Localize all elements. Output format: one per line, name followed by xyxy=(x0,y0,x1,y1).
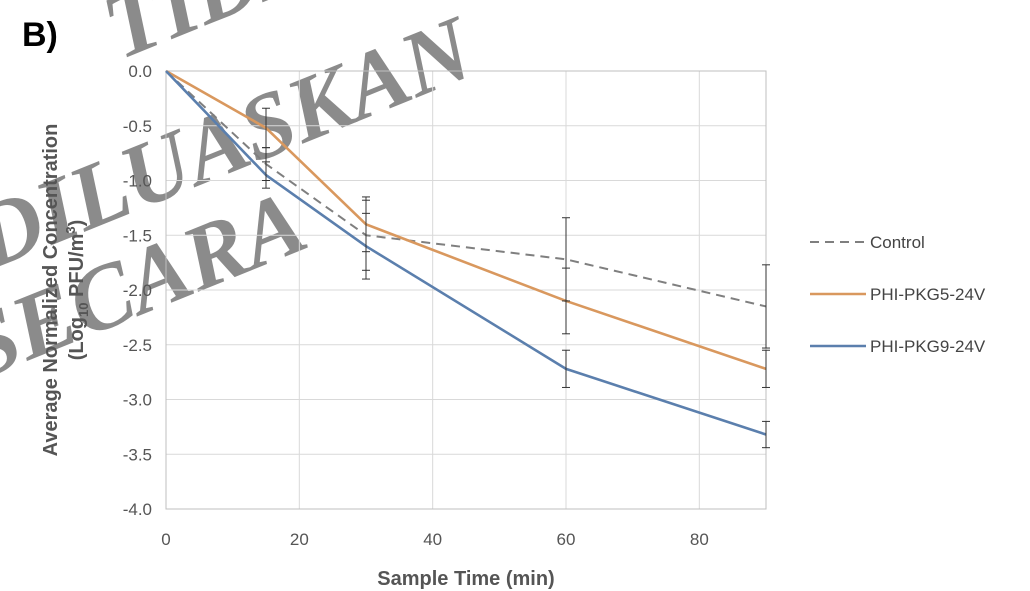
y-tick-label: 0.0 xyxy=(128,62,152,81)
error-bar xyxy=(262,107,270,149)
x-tick-label: 40 xyxy=(423,530,442,549)
x-axis-title: Sample Time (min) xyxy=(377,568,554,590)
x-axis: 0 20 40 60 80 xyxy=(161,530,709,549)
x-tick-label: 80 xyxy=(690,530,709,549)
error-bars xyxy=(262,107,770,449)
y-axis-title: Average Normalized Concentration (Log10 … xyxy=(40,124,91,457)
y-tick-label: -2.0 xyxy=(123,281,152,300)
panel-label: B) xyxy=(22,16,58,54)
error-bar xyxy=(562,267,570,335)
error-bar xyxy=(562,349,570,388)
error-bar xyxy=(762,349,770,388)
legend-label: PHI-PKG5-24V xyxy=(870,285,986,304)
x-tick-label: 60 xyxy=(557,530,576,549)
y-tick-label: -3.5 xyxy=(123,445,152,464)
legend: Control PHI-PKG5-24V PHI-PKG9-24V xyxy=(810,233,986,356)
legend-label: Control xyxy=(870,233,925,252)
legend-item: PHI-PKG5-24V xyxy=(810,285,986,304)
error-bar xyxy=(362,212,370,280)
y-axis: 0.0 -0.5 -1.0 -1.5 -2.0 -2.5 -3.0 -3.5 -4.0 xyxy=(123,62,152,519)
y-tick-label: -1.5 xyxy=(123,226,152,245)
legend-label: PHI-PKG9-24V xyxy=(870,337,986,356)
y-tick-label: -3.0 xyxy=(123,391,152,410)
y-tick-label: -2.5 xyxy=(123,336,152,355)
y-tick-label: -4.0 xyxy=(123,500,152,519)
y-tick-label: -0.5 xyxy=(123,117,152,136)
legend-item: PHI-PKG9-24V xyxy=(810,337,986,356)
x-tick-label: 0 xyxy=(161,530,170,549)
y-tick-label: -1.0 xyxy=(123,172,152,191)
error-bar xyxy=(762,264,770,349)
y-axis-title-line-2: (Log10 PFU/m3) xyxy=(63,220,91,361)
legend-item: Control xyxy=(810,233,925,252)
error-bar xyxy=(762,420,770,449)
x-tick-label: 20 xyxy=(290,530,309,549)
error-bar xyxy=(262,161,270,189)
y-axis-title-line-1: Average Normalized Concentration xyxy=(40,124,62,457)
